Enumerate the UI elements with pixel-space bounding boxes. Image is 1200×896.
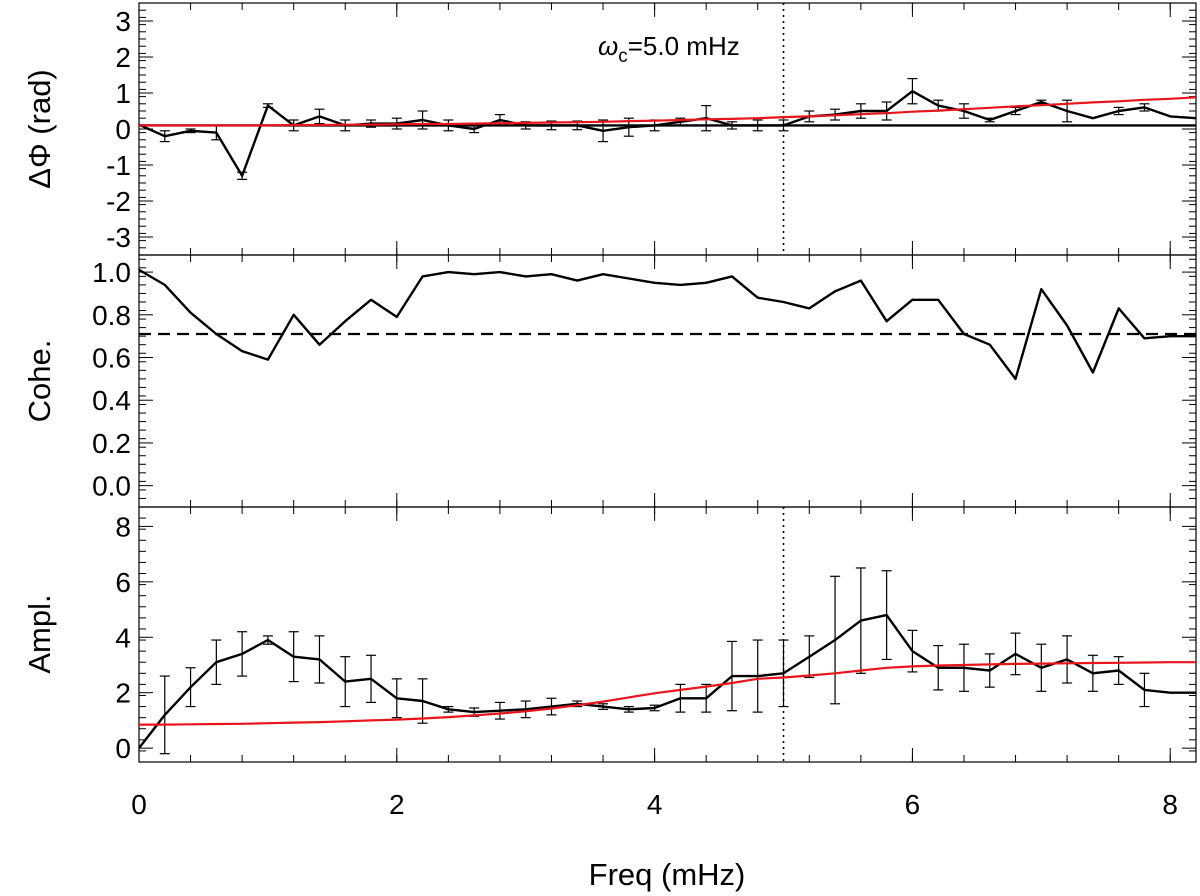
y-tick-label: 8 [115,511,131,542]
y-tick-label: 6 [115,567,131,598]
y-tick-label: 4 [115,622,131,653]
x-tick-label: 6 [905,789,921,820]
y-tick-label: -3 [106,222,131,253]
coherence-panel: 0.0 0.2 0.4 0.6 0.8 1.0 Cohe. [22,254,1197,508]
y-tick-label: 0 [115,114,131,145]
y-tick-label: 0 [115,733,131,764]
coherence-frame [138,254,1197,508]
x-tick-label: 4 [647,789,663,820]
y-tick-label: -1 [106,150,131,181]
amplitude-frame [138,506,1197,763]
y-tick-label: 0.6 [92,343,131,374]
y-tick-label: 1 [115,78,131,109]
y-tick-label: 1.0 [92,257,131,288]
y-tick-label: 2 [115,42,131,73]
amplitude-panel: 0 2 4 6 8 0 2 4 6 8 Ampl. Freq (mHz) [22,506,1197,892]
x-tick-label: 2 [389,789,405,820]
data-line-coherence [138,268,1196,381]
coherence-ticks: 0.0 0.2 0.4 0.6 0.8 1.0 [92,255,1196,508]
cutoff-label: ωc=5.0 mHz [598,31,740,67]
x-axis-label: Freq (mHz) [589,857,746,892]
amplitude-ylabel: Ampl. [22,594,57,673]
chart-marks [138,3,1197,762]
y-tick-label: 3 [115,6,131,37]
data-line-phase [138,89,1197,178]
amplitude-ticks: 0 2 4 6 8 0 2 4 6 8 [115,507,1196,820]
phase-ygrid-ticks: -3 -2 -1 0 1 2 3 [106,3,1196,256]
y-tick-label: 0.8 [92,300,131,331]
fit-line-phase [139,96,1197,127]
data-line-amplitude [138,613,1196,749]
x-tick-label: 0 [131,789,147,820]
phase-ylabel: ΔΦ (rad) [22,69,57,189]
y-tick-label: 0.0 [92,471,131,502]
coherence-ylabel: Cohe. [22,340,57,423]
y-tick-label: 2 [115,678,131,709]
phase-panel: -3 -2 -1 0 1 2 3 ωc=5.0 mHz ΔΦ (rad) [22,2,1197,256]
y-tick-label: 0.4 [92,385,131,416]
y-tick-label: 0.2 [92,428,131,459]
x-tick-label: 8 [1162,789,1178,820]
fit-line-amplitude [139,661,1196,726]
y-tick-label: -2 [106,186,131,217]
